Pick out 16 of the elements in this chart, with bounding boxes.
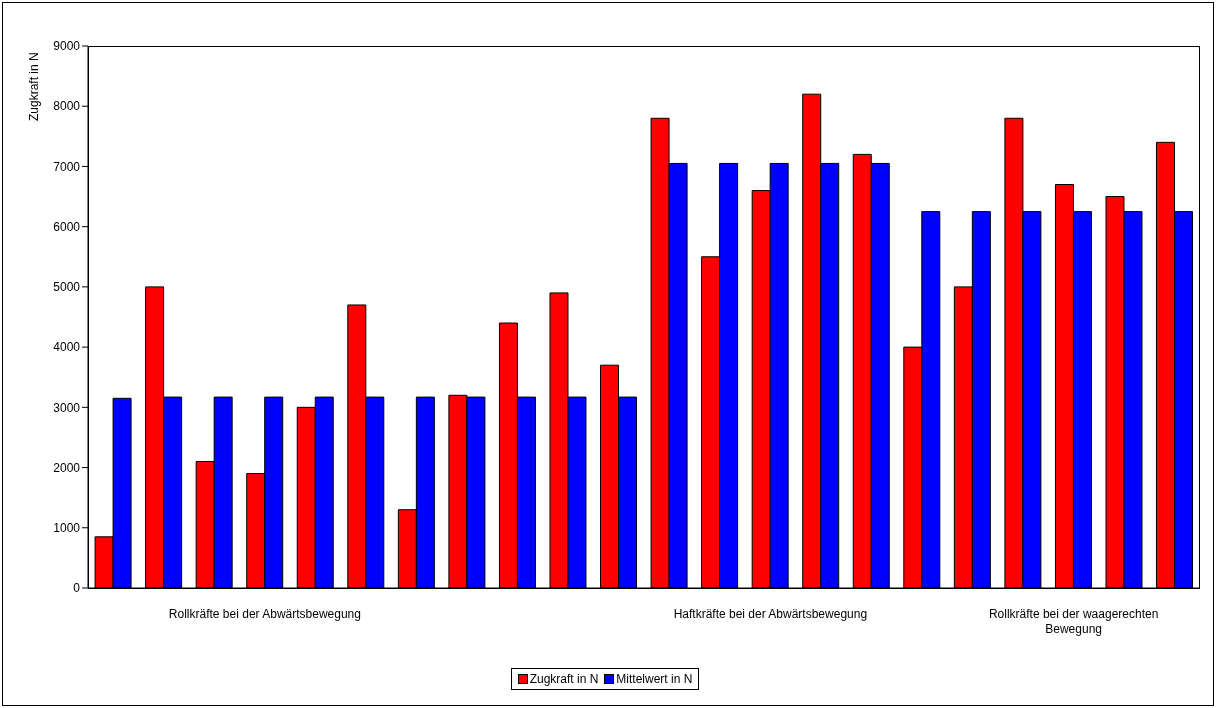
- y-tick-label: 7000: [53, 159, 81, 174]
- x-tick-label: Rollkräfte bei der Abwärtsbewegung: [168, 607, 361, 621]
- x-tick-label: Haftkräfte bei der Abwärtsbewegung: [673, 607, 868, 621]
- y-axis-title: Zugkraft in N: [26, 52, 41, 121]
- y-tick-label: 1000: [53, 521, 81, 536]
- y-tick-label: 0: [73, 581, 81, 596]
- y-tick-label: 4000: [53, 340, 81, 355]
- y-tick-label: 6000: [53, 219, 81, 234]
- y-tick-label: 2000: [53, 460, 81, 475]
- x-tick-label: Rollkräfte bei der waagerechten Bewegung: [988, 607, 1159, 636]
- y-tick-label: 5000: [53, 280, 81, 295]
- y-tick-label: 3000: [53, 400, 81, 415]
- y-tick-label: 9000: [53, 39, 81, 54]
- legend-label: Zugkraft in N: [528, 672, 599, 686]
- y-tick-label: 8000: [53, 99, 81, 114]
- legend-label: Mittelwert in N: [615, 672, 693, 686]
